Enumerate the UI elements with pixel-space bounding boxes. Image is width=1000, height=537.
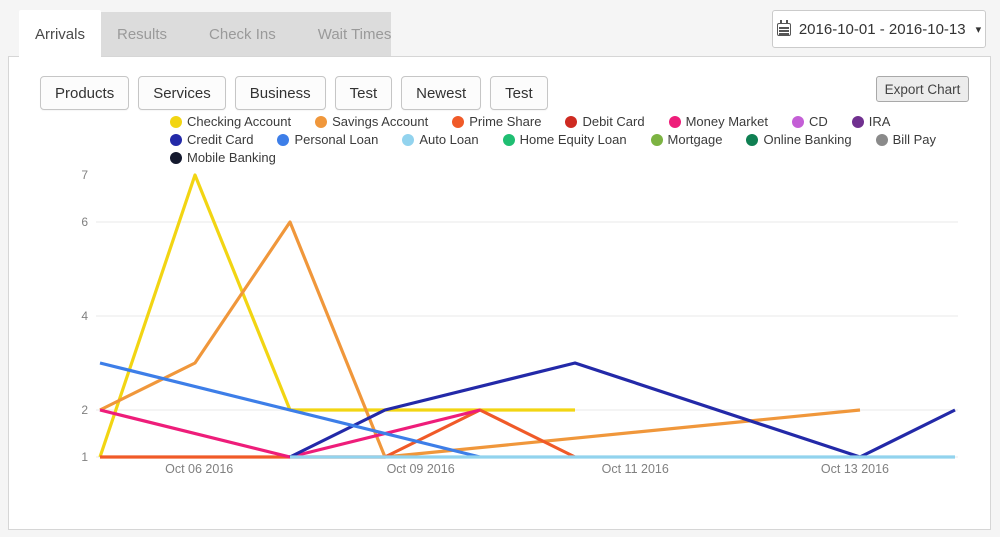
export-chart-button[interactable]: Export Chart [876, 76, 969, 102]
chevron-down-icon: ▾ [975, 23, 982, 36]
legend-label: Debit Card [582, 114, 645, 129]
legend-item-savings-account[interactable]: Savings Account [315, 114, 428, 129]
legend-item-home-equity-loan[interactable]: Home Equity Loan [502, 132, 627, 147]
filter-button-products-0[interactable]: Products [40, 76, 130, 110]
legend-item-debit-card[interactable]: Debit Card [565, 114, 645, 129]
legend-swatch [650, 133, 663, 146]
filter-button-test-3[interactable]: Test [334, 76, 393, 110]
legend-label: Checking Account [187, 114, 292, 129]
legend-item-checking-account[interactable]: Checking Account [170, 114, 291, 129]
legend-item-ira[interactable]: IRA [851, 114, 891, 129]
legend-label: Credit Card [187, 132, 254, 147]
legend-swatch [452, 115, 465, 128]
legend-item-bill-pay[interactable]: Bill Pay [875, 132, 936, 147]
legend-swatch [277, 133, 290, 146]
date-range-picker[interactable]: 2016-10-01 - 2016-10-13 ▾ [772, 10, 986, 48]
legend-swatch [875, 133, 888, 146]
legend-item-personal-loan[interactable]: Personal Loan [277, 132, 378, 147]
legend-swatch [851, 115, 864, 128]
chart-legend: Checking Account Savings Account Prime Sha… [170, 114, 970, 168]
filter-button-row: Products Services Business Test Newest Test [40, 76, 548, 110]
tab-arrivals[interactable]: Arrivals [19, 10, 101, 58]
legend-item-auto-loan[interactable]: Auto Loan [402, 132, 479, 147]
legend-item-money-market[interactable]: Money Market [668, 114, 768, 129]
legend-label: Money Market [685, 114, 768, 129]
filter-button-business-2[interactable]: Business [234, 76, 326, 110]
filter-button-newest-4[interactable]: Newest [401, 76, 482, 110]
legend-swatch [170, 115, 182, 128]
legend-item-credit-card[interactable]: Credit Card [170, 132, 253, 147]
tab-label: Arrivals [34, 25, 85, 43]
legend-label: Online Banking [763, 132, 852, 147]
legend-item-prime-share[interactable]: Prime Share [452, 114, 541, 129]
legend-label: Auto Loan [419, 132, 479, 147]
legend-label: Home Equity Loan [519, 132, 627, 147]
legend-label: Mortgage [667, 132, 723, 147]
tab-results[interactable]: Results [117, 25, 168, 43]
legend-swatch [402, 133, 415, 146]
calendar-icon [776, 20, 791, 36]
legend-row: Credit Card Personal Loan Auto Loan Home Eq… [170, 132, 970, 147]
legend-swatch [170, 133, 182, 146]
legend-label: Prime Share [469, 114, 542, 129]
legend-swatch [315, 115, 328, 128]
legend-item-mobile-banking[interactable]: Mobile Banking [170, 150, 276, 165]
legend-item-mortgage[interactable]: Mortgage [650, 132, 723, 147]
legend-swatch [791, 115, 804, 128]
tab-check-ins[interactable]: Check Ins [209, 25, 276, 43]
legend-swatch [746, 133, 759, 146]
legend-swatch [502, 133, 515, 146]
legend-label: Savings Account [332, 114, 429, 129]
legend-row: Checking Account Savings Account Prime Sha… [170, 114, 970, 129]
legend-swatch [170, 151, 182, 164]
tab-bar: Results Check Ins Wait Times [55, 12, 391, 56]
legend-label: Bill Pay [892, 132, 936, 147]
legend-label: Personal Loan [294, 132, 379, 147]
legend-row: Mobile Banking [170, 150, 970, 165]
legend-label: Mobile Banking [187, 150, 276, 165]
filter-button-services-1[interactable]: Services [138, 76, 226, 110]
filter-button-test-5[interactable]: Test [490, 76, 548, 110]
date-range-value: 2016-10-01 - 2016-10-13 [798, 20, 966, 38]
legend-item-online-banking[interactable]: Online Banking [746, 132, 852, 147]
legend-label: IRA [868, 114, 891, 129]
tab-wait-times[interactable]: Wait Times [317, 25, 392, 43]
legend-swatch [668, 115, 681, 128]
legend-item-cd[interactable]: CD [791, 114, 828, 129]
legend-swatch [565, 115, 578, 128]
legend-label: CD [808, 114, 828, 129]
